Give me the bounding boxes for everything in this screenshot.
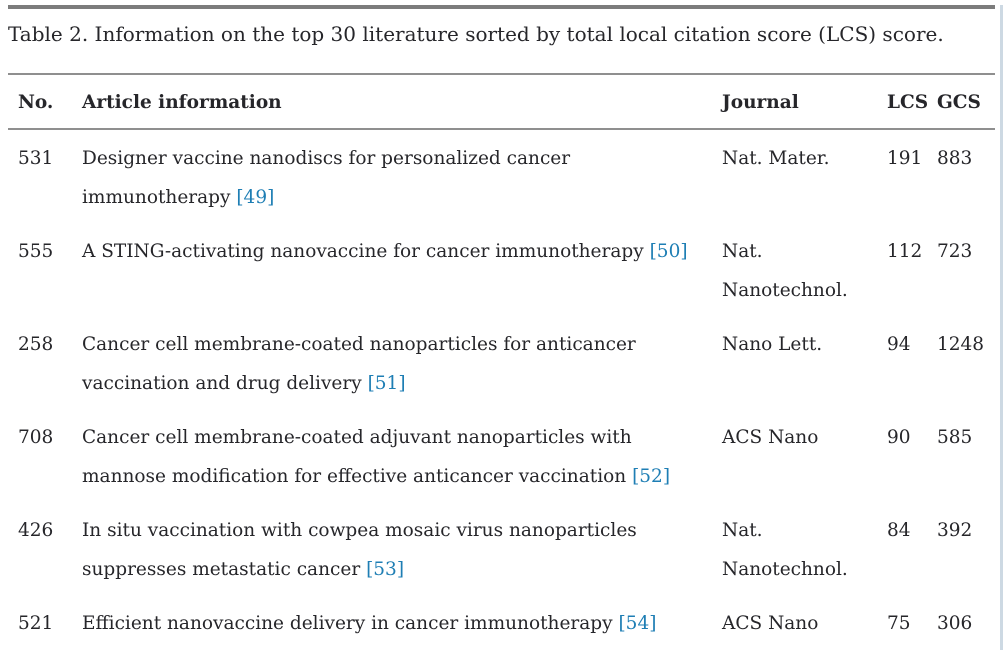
journal-name: Nat. Nanotechnol. (722, 520, 848, 580)
citation-link[interactable]: [54] (618, 613, 657, 634)
column-header-article-information: Article information (82, 73, 722, 130)
cell-no: 426 (8, 502, 82, 595)
cell-article: Designer vaccine nanodiscs for personali… (82, 129, 722, 223)
gcs-value: 1248 (937, 334, 985, 355)
article-number: 555 (18, 241, 54, 262)
journal-name: Nano Lett. (722, 334, 823, 355)
journal-name: Nat. Mater. (722, 148, 830, 169)
cell-gcs: 306 (937, 595, 995, 649)
cell-lcs: 191 (887, 129, 937, 223)
column-header-gcs: GCS (937, 73, 995, 130)
article-number: 258 (18, 334, 54, 355)
article-title: Designer vaccine nanodiscs for personali… (82, 148, 571, 208)
cell-no: 708 (8, 409, 82, 502)
journal-name: ACS Nano (722, 613, 819, 634)
column-header-journal: Journal (722, 73, 887, 130)
lcs-value: 191 (887, 148, 923, 169)
gcs-value: 585 (937, 427, 973, 448)
lcs-value: 90 (887, 427, 911, 448)
journal-name: Nat. Nanotechnol. (722, 241, 848, 301)
journal-name: ACS Nano (722, 427, 819, 448)
cell-lcs: 94 (887, 316, 937, 409)
top-divider-bar (8, 5, 995, 9)
scrollbar[interactable] (1000, 5, 1003, 650)
article-number: 531 (18, 148, 54, 169)
cell-journal: Nat. Nanotechnol. (722, 223, 887, 316)
lcs-value: 112 (887, 241, 923, 262)
cell-no: 258 (8, 316, 82, 409)
cell-no: 555 (8, 223, 82, 316)
citation-link[interactable]: [51] (367, 373, 406, 394)
table-row: 521 Efficient nanovaccine delivery in ca… (8, 595, 995, 649)
lcs-value: 94 (887, 334, 911, 355)
gcs-value: 392 (937, 520, 973, 541)
article-number: 521 (18, 613, 54, 634)
cell-journal: Nano Lett. (722, 316, 887, 409)
cell-gcs: 585 (937, 409, 995, 502)
article-number: 426 (18, 520, 54, 541)
cell-gcs: 392 (937, 502, 995, 595)
cell-gcs: 883 (937, 129, 995, 223)
gcs-value: 306 (937, 613, 973, 634)
cell-article: Cancer cell membrane-coated adjuvant nan… (82, 409, 722, 502)
gcs-value: 883 (937, 148, 973, 169)
article-title: Efficient nanovaccine delivery in cancer… (82, 613, 613, 634)
citation-link[interactable]: [50] (649, 241, 688, 262)
cell-journal: ACS Nano (722, 595, 887, 649)
table-row: 258 Cancer cell membrane-coated nanopart… (8, 316, 995, 409)
cell-lcs: 90 (887, 409, 937, 502)
citation-link[interactable]: [53] (366, 559, 405, 580)
column-header-lcs: LCS (887, 73, 937, 130)
article-title: Cancer cell membrane-coated adjuvant nan… (82, 427, 632, 487)
table-row: 426 In situ vaccination with cowpea mosa… (8, 502, 995, 595)
cell-journal: Nat. Nanotechnol. (722, 502, 887, 595)
article-number: 708 (18, 427, 54, 448)
cell-gcs: 723 (937, 223, 995, 316)
cell-journal: Nat. Mater. (722, 129, 887, 223)
cell-lcs: 84 (887, 502, 937, 595)
lcs-value: 75 (887, 613, 911, 634)
cell-gcs: 1248 (937, 316, 995, 409)
table-row: 531 Designer vaccine nanodiscs for perso… (8, 129, 995, 223)
citation-link[interactable]: [52] (632, 466, 671, 487)
cell-lcs: 75 (887, 595, 937, 649)
table-header: No. Article information Journal LCS GCS (8, 73, 995, 130)
table-row: 555 A STING-activating nanovaccine for c… (8, 223, 995, 316)
cell-journal: ACS Nano (722, 409, 887, 502)
table-row: 708 Cancer cell membrane-coated adjuvant… (8, 409, 995, 502)
table-caption: Table 2. Information on the top 30 liter… (8, 22, 944, 46)
article-title: A STING-activating nanovaccine for cance… (82, 241, 644, 262)
article-title: In situ vaccination with cowpea mosaic v… (82, 520, 637, 580)
cell-no: 521 (8, 595, 82, 649)
cell-article: In situ vaccination with cowpea mosaic v… (82, 502, 722, 595)
literature-table: No. Article information Journal LCS GCS … (8, 73, 995, 649)
cell-article: Efficient nanovaccine delivery in cancer… (82, 595, 722, 649)
column-header-no: No. (8, 73, 82, 130)
gcs-value: 723 (937, 241, 973, 262)
cell-no: 531 (8, 129, 82, 223)
article-title: Cancer cell membrane-coated nanoparticle… (82, 334, 636, 394)
cell-article: Cancer cell membrane-coated nanoparticle… (82, 316, 722, 409)
cell-article: A STING-activating nanovaccine for cance… (82, 223, 722, 316)
table-body: 531 Designer vaccine nanodiscs for perso… (8, 129, 995, 649)
lcs-value: 84 (887, 520, 911, 541)
citation-link[interactable]: [49] (236, 187, 275, 208)
cell-lcs: 112 (887, 223, 937, 316)
